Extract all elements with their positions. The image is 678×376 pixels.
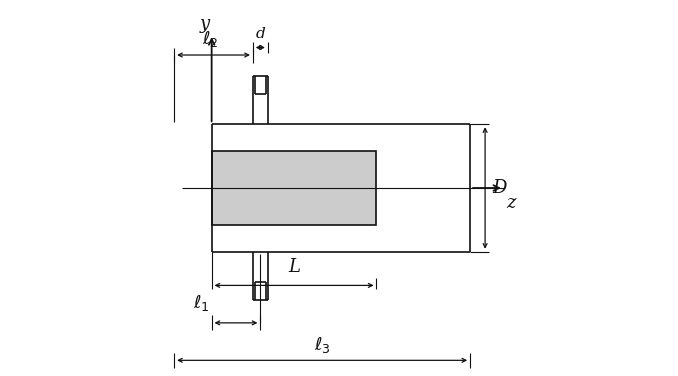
Bar [212,150,376,226]
Text: $\ell_2$: $\ell_2$ [201,29,218,49]
Text: $\ell_3$: $\ell_3$ [314,335,330,355]
Text: D: D [493,179,507,197]
Text: z: z [506,194,515,212]
Text: L: L [288,258,300,276]
Text: d: d [256,27,265,41]
Text: y: y [200,15,210,33]
Text: $\ell_1$: $\ell_1$ [193,294,210,314]
